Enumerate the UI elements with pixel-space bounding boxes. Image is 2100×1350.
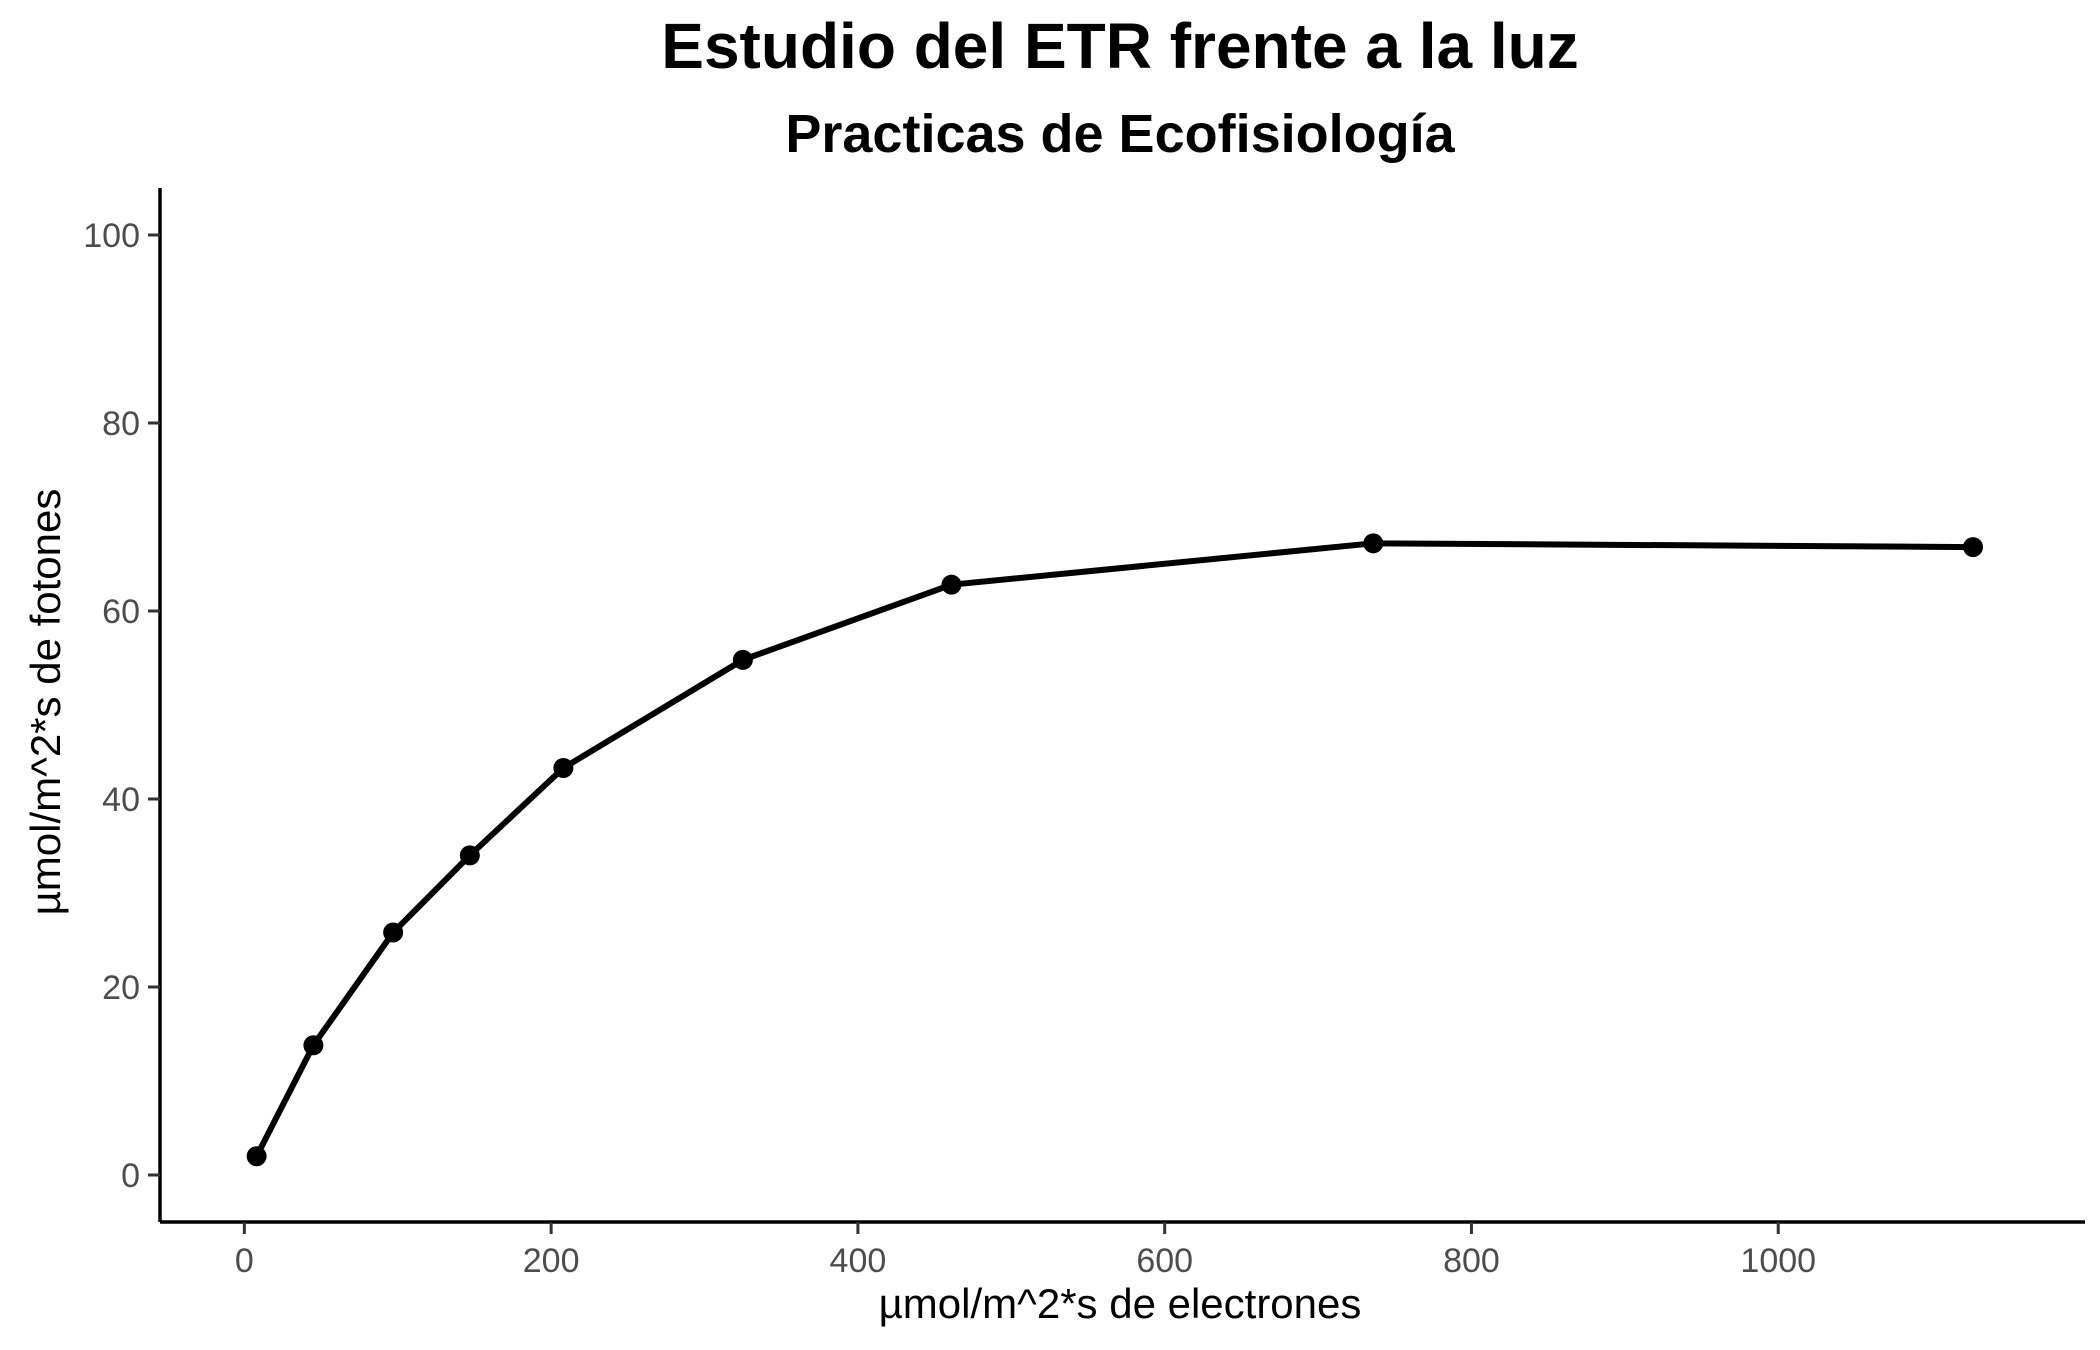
y-tick-label: 60 — [102, 593, 140, 631]
data-point — [1363, 533, 1384, 554]
y-axis-ticks: 0 20 40 60 80 100 — [83, 217, 160, 1195]
y-tick-label: 0 — [121, 1157, 140, 1195]
data-point — [383, 922, 404, 943]
x-tick-label: 800 — [1443, 1242, 1500, 1280]
series-line — [253, 540, 1977, 1160]
x-tick-label: 1000 — [1740, 1242, 1816, 1280]
y-tick-label: 80 — [102, 405, 140, 443]
x-tick-label: 0 — [235, 1242, 254, 1280]
x-axis-label: µmol/m^2*s de electrones — [879, 1280, 1362, 1327]
chart-title: Estudio del ETR frente a la luz — [661, 10, 1578, 82]
y-axis-label: µmol/m^2*s de fotones — [22, 489, 69, 916]
data-point — [941, 574, 962, 595]
x-tick-label: 400 — [830, 1242, 887, 1280]
y-tick-label: 20 — [102, 969, 140, 1007]
x-tick-label: 600 — [1136, 1242, 1193, 1280]
chart-subtitle: Practicas de Ecofisiología — [785, 104, 1455, 164]
x-tick-label: 200 — [523, 1242, 580, 1280]
data-point — [459, 845, 480, 866]
data-points — [246, 533, 1984, 1167]
data-point — [303, 1035, 324, 1056]
y-tick-label: 40 — [102, 781, 140, 819]
x-axis-ticks: 0 200 400 600 800 1000 — [235, 1222, 1816, 1280]
y-tick-label: 100 — [83, 217, 140, 255]
data-point — [246, 1146, 267, 1167]
data-point — [553, 757, 574, 778]
data-point — [1963, 537, 1984, 558]
data-point — [732, 649, 753, 670]
